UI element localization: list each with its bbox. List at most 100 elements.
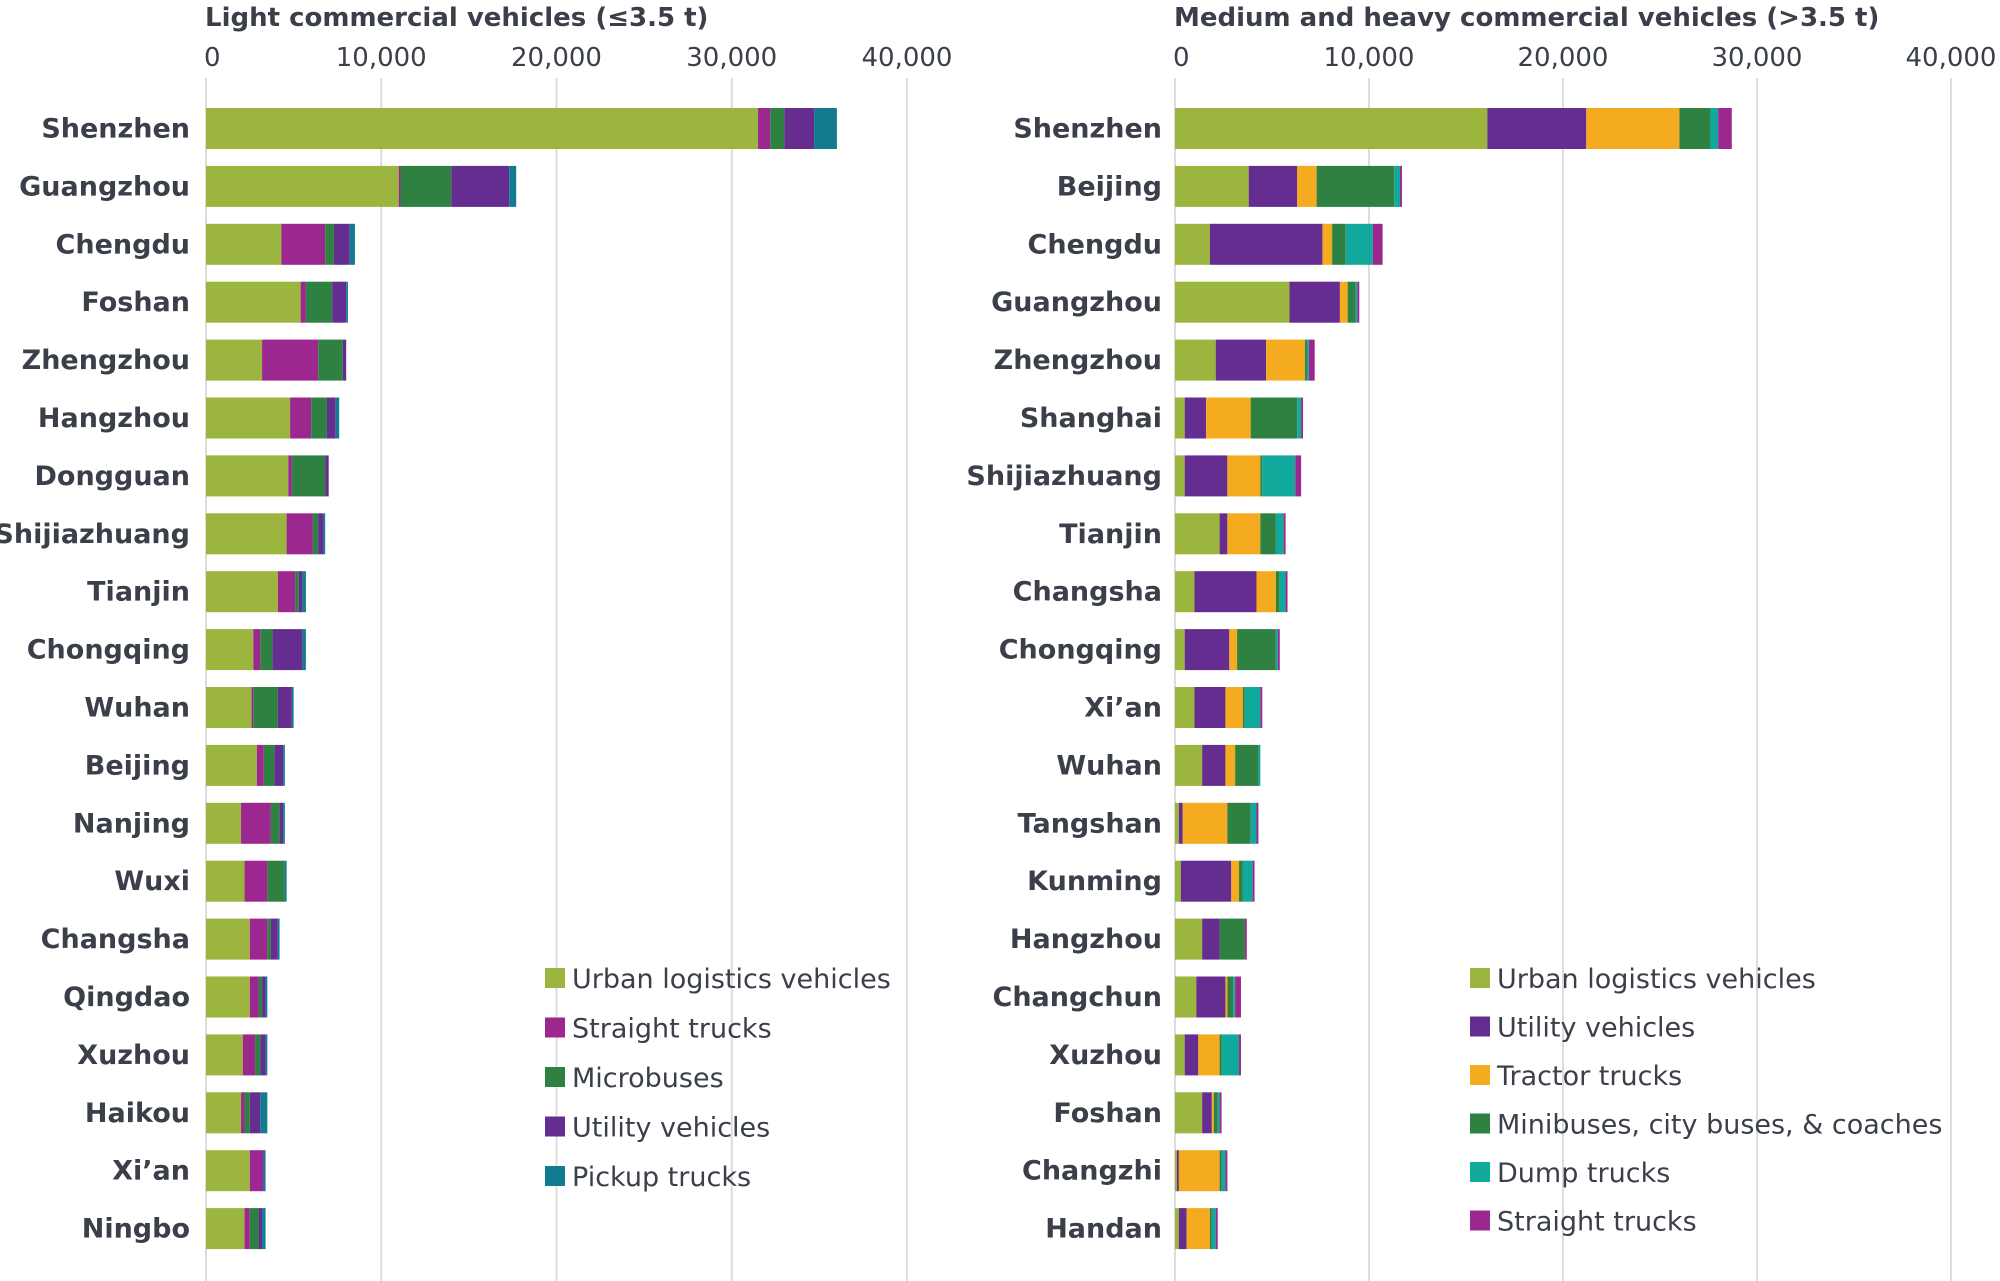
bar-tianjin-straight-trucks <box>1283 513 1286 555</box>
bar-chongqing-urban-logistics-vehicles <box>1175 629 1185 671</box>
bar-hangzhou-straight-trucks <box>290 397 312 439</box>
bar-wuhan-utility-vehicles <box>277 687 292 728</box>
legend-label-straight-trucks: Straight trucks <box>572 1014 772 1045</box>
bar-changzhi-tractor-trucks <box>1178 1150 1220 1192</box>
bar-foshan-utility-vehicles <box>1202 1092 1212 1134</box>
bar-nanjing-microbuses <box>270 802 280 844</box>
bar-guangzhou-straight-trucks <box>1357 281 1360 323</box>
bar-guangzhou-minibuses-city-buses-coaches <box>1347 281 1356 323</box>
bar-xian-urban-logistics-vehicles <box>1175 687 1195 728</box>
legend-swatch-urban-logistics-vehicles <box>545 968 565 988</box>
bar-shijiazhuang-utility-vehicles <box>318 513 324 555</box>
bar-xuzhou-utility-vehicles <box>260 1034 266 1076</box>
bar-wuhan-utility-vehicles <box>1202 744 1226 786</box>
bar-wuxi-urban-logistics-vehicles <box>206 860 245 902</box>
bar-guangzhou-straight-trucks <box>398 165 401 207</box>
bar-tangshan-urban-logistics-vehicles <box>1175 802 1179 844</box>
category-label-qingdao: Qingdao <box>63 982 190 1013</box>
bar-chengdu-utility-vehicles <box>1209 223 1323 265</box>
bar-tangshan-dump-trucks <box>1250 802 1257 844</box>
panel-light-commercial-vehicles: Light commercial vehicles (≤3.5 t) 0 10,00… <box>0 3 952 1281</box>
legend-label-urban-logistics-vehicles: Urban logistics vehicles <box>572 964 891 995</box>
bar-chengdu-straight-trucks <box>281 223 326 265</box>
bar-chengdu-urban-logistics-vehicles <box>206 223 282 265</box>
bar-shenzhen-utility-vehicles <box>1487 108 1587 149</box>
bar-haikou-urban-logistics-vehicles <box>206 1092 242 1134</box>
bar-guangzhou-urban-logistics-vehicles <box>1175 281 1290 323</box>
bar-qingdao-utility-vehicles <box>262 976 266 1018</box>
bar-chengdu-pickup-trucks <box>349 223 355 265</box>
bar-beijing-dump-trucks <box>1394 165 1401 207</box>
bar-qingdao-pickup-trucks <box>265 976 268 1018</box>
panel-medium-heavy-commercial-vehicles: Medium and heavy commercial vehicles (>3… <box>966 3 1996 1281</box>
bar-wuhan-tractor-trucks <box>1225 744 1236 786</box>
category-label-tianjin: Tianjin <box>87 577 190 608</box>
legend-swatch-straight-trucks <box>1470 1210 1490 1231</box>
bar-zhengzhou-microbuses <box>318 339 343 381</box>
bar-haikou-straight-trucks <box>241 1092 245 1134</box>
bar-beijing-tractor-trucks <box>1297 165 1317 207</box>
bar-wuhan-straight-trucks <box>251 687 254 728</box>
bar-dongguan-straight-trucks <box>288 455 292 497</box>
legend-label-utility-vehicles: Utility vehicles <box>1497 1013 1695 1044</box>
bar-changchun-urban-logistics-vehicles <box>1175 976 1197 1018</box>
bar-tangshan-minibuses-city-buses-coaches <box>1227 802 1251 844</box>
bar-kunming-dump-trucks <box>1242 860 1253 902</box>
bar-dongguan-utility-vehicles <box>325 455 329 497</box>
category-label-xian: Xi’an <box>112 1156 190 1187</box>
legend-label-straight-trucks: Straight trucks <box>1497 1207 1697 1238</box>
bar-qingdao-straight-trucks <box>249 976 259 1018</box>
bar-chengdu-utility-vehicles <box>333 223 350 265</box>
bar-chongqing-dump-trucks <box>1275 629 1278 671</box>
bar-changsha-utility-vehicles <box>1194 571 1257 613</box>
chart-title: Medium and heavy commercial vehicles (>3… <box>1174 3 1879 33</box>
category-label-chengdu: Chengdu <box>56 229 190 260</box>
bar-shenzhen-urban-logistics-vehicles <box>1175 108 1488 149</box>
bar-wuhan-pickup-trucks <box>291 687 294 728</box>
bar-wuxi-microbuses <box>267 860 285 902</box>
category-label-tangshan: Tangshan <box>1018 808 1162 839</box>
category-label-tianjin: Tianjin <box>1059 519 1162 550</box>
x-tick-label: 30,000 <box>686 43 777 73</box>
bar-beijing-urban-logistics-vehicles <box>206 744 257 786</box>
bar-chengdu-tractor-trucks <box>1322 223 1333 265</box>
bar-wuhan-urban-logistics-vehicles <box>1175 744 1203 786</box>
category-label-changzhi: Changzhi <box>1022 1156 1162 1187</box>
bar-tianjin-utility-vehicles <box>298 571 303 613</box>
bar-hangzhou-straight-trucks <box>1244 918 1247 960</box>
x-tick-label: 20,000 <box>511 43 602 73</box>
bar-chongqing-tractor-trucks <box>1229 629 1238 671</box>
bar-xian-straight-trucks <box>1260 687 1263 728</box>
bar-changchun-dump-trucks <box>1233 976 1236 1018</box>
bar-nanjing-straight-trucks <box>241 802 271 844</box>
bar-chongqing-urban-logistics-vehicles <box>206 629 254 671</box>
bar-nanjing-urban-logistics-vehicles <box>206 802 242 844</box>
bar-hangzhou-utility-vehicles <box>1202 918 1220 960</box>
bar-changchun-utility-vehicles <box>1196 976 1226 1018</box>
bar-kunming-utility-vehicles <box>1180 860 1232 902</box>
bar-guangzhou-dump-trucks <box>1355 281 1358 323</box>
bar-shijiazhuang-dump-trucks <box>1262 455 1296 497</box>
bar-xuzhou-pickup-trucks <box>265 1034 268 1076</box>
bar-kunming-tractor-trucks <box>1231 860 1240 902</box>
category-label-guangzhou: Guangzhou <box>19 171 190 202</box>
bar-xuzhou-urban-logistics-vehicles <box>1175 1034 1185 1076</box>
bar-tianjin-pickup-trucks <box>302 571 306 613</box>
bar-tianjin-minibuses-city-buses-coaches <box>1260 513 1276 555</box>
category-label-chengdu: Chengdu <box>1028 229 1162 260</box>
bar-chongqing-utility-vehicles <box>272 629 303 671</box>
bar-wuhan-urban-logistics-vehicles <box>206 687 252 728</box>
bar-handan-utility-vehicles <box>1178 1208 1187 1250</box>
legend-swatch-dump-trucks <box>1470 1162 1490 1182</box>
bar-changzhi-minibuses-city-buses-coaches <box>1219 1150 1222 1192</box>
legend-swatch-microbuses <box>545 1067 565 1087</box>
bar-chongqing-straight-trucks <box>1277 629 1280 671</box>
bar-changchun-minibuses-city-buses-coaches <box>1227 976 1234 1018</box>
bar-chengdu-dump-trucks <box>1345 223 1373 265</box>
bar-shanghai-urban-logistics-vehicles <box>1175 397 1185 439</box>
bar-xian-dump-trucks <box>1244 687 1261 728</box>
bar-nanjing-pickup-trucks <box>283 802 285 844</box>
bar-handan-dump-trucks <box>1211 1208 1216 1250</box>
